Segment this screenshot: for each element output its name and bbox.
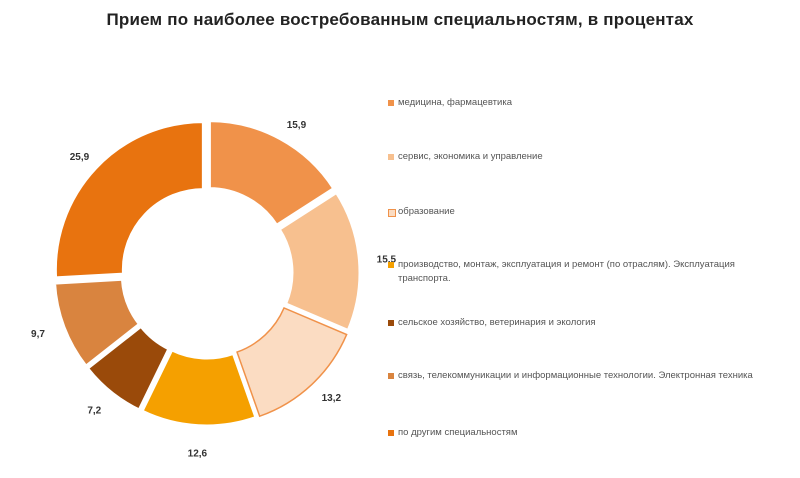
- legend-item: производство, монтаж, эксплуатация и рем…: [388, 258, 778, 286]
- legend-swatch: [388, 100, 394, 106]
- legend-label: производство, монтаж, эксплуатация и рем…: [398, 259, 735, 284]
- legend-item: по другим специальностям: [388, 426, 778, 440]
- data-label: 7,2: [87, 405, 101, 416]
- legend-swatch: [388, 320, 394, 326]
- legend-swatch: [388, 154, 394, 160]
- legend-item: сельское хозяйство, ветеринария и эколог…: [388, 316, 778, 330]
- data-label: 25,9: [70, 152, 90, 163]
- legend-swatch: [388, 430, 394, 436]
- legend-label: связь, телекоммуникации и информационные…: [398, 370, 753, 381]
- legend-item: связь, телекоммуникации и информационные…: [388, 369, 778, 383]
- legend-item: медицина, фармацевтика: [388, 96, 778, 110]
- chart-title: Прием по наиболее востребованным специал…: [106, 10, 694, 29]
- legend-item: образование: [388, 205, 778, 219]
- legend-label: образование: [398, 206, 455, 217]
- legend-label: сервис, экономика и управление: [398, 151, 543, 162]
- donut-slice: [277, 190, 362, 333]
- donut-slice: [236, 306, 348, 418]
- data-label: 13,2: [322, 393, 342, 404]
- data-label: 12,6: [188, 449, 208, 460]
- legend-label: по другим специальностям: [398, 427, 518, 438]
- legend-swatch: [388, 209, 396, 217]
- legend-swatch: [388, 373, 394, 379]
- legend-label: медицина, фармацевтика: [398, 97, 512, 108]
- donut-slice: [52, 277, 142, 369]
- data-label: 15,9: [287, 120, 307, 131]
- donut-slice: [85, 324, 171, 413]
- legend-swatch: [388, 262, 394, 268]
- donut-slice: [140, 347, 258, 428]
- legend-item: сервис, экономика и управление: [388, 150, 778, 164]
- legend-label: сельское хозяйство, ветеринария и эколог…: [398, 317, 596, 328]
- donut-slice: [207, 119, 336, 228]
- data-label: 15,5: [377, 255, 397, 266]
- data-label: 9,7: [31, 329, 45, 340]
- donut-slice: [53, 120, 205, 280]
